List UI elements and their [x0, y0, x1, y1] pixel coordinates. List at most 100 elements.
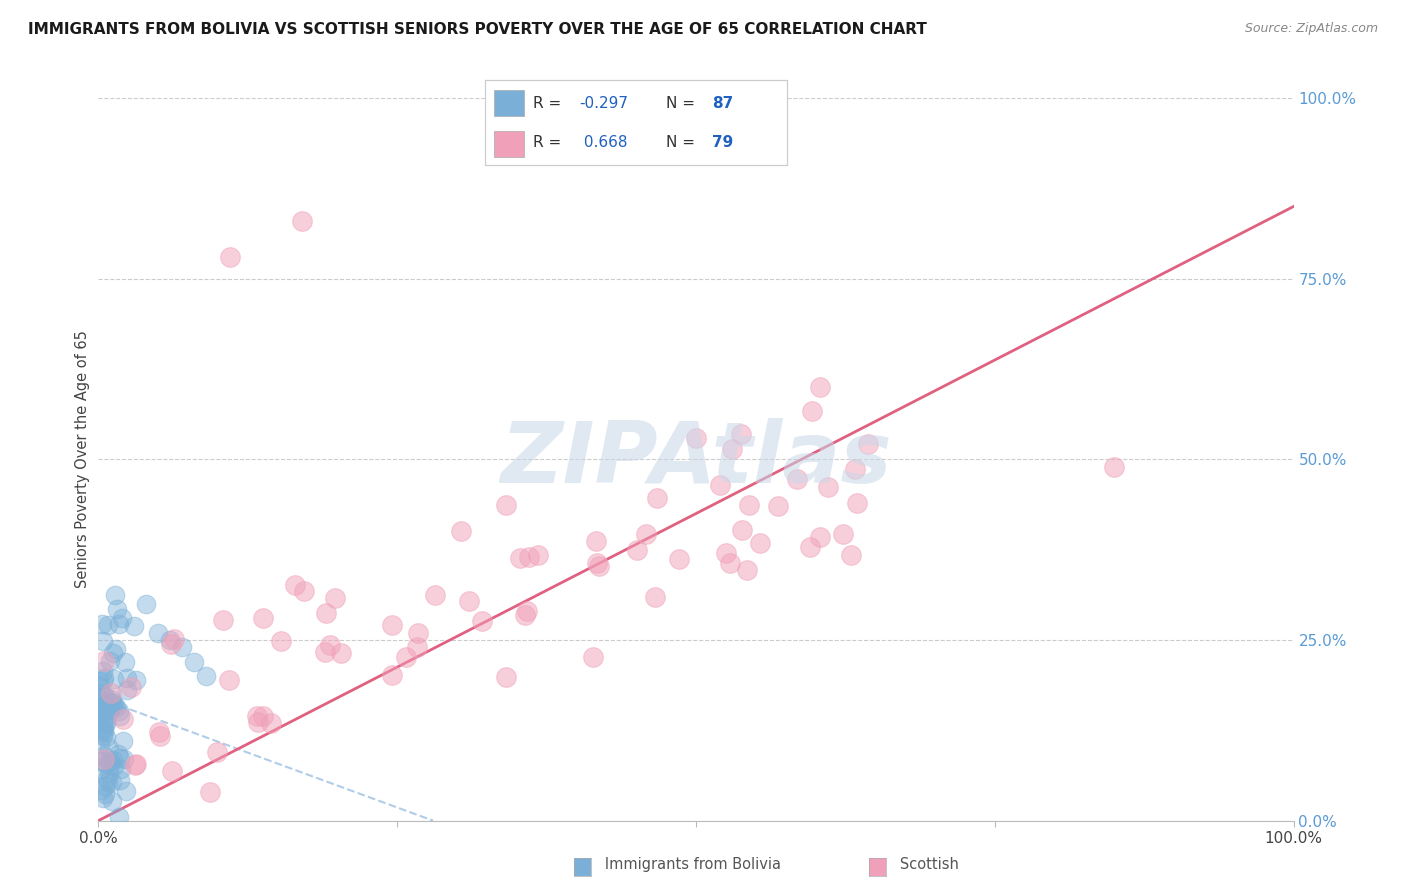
Point: [103, 759, 125, 773]
Point: [114, 655, 136, 669]
Point: [381, 668, 404, 682]
Point: [89, 716, 111, 731]
Point: [103, 646, 125, 660]
Point: [91, 664, 114, 678]
FancyBboxPatch shape: [494, 131, 524, 157]
Y-axis label: Seniors Poverty Over the Age of 65: Seniors Poverty Over the Age of 65: [75, 330, 90, 589]
Point: [800, 404, 823, 418]
Point: [149, 729, 172, 743]
Point: [103, 698, 125, 712]
Point: [89, 700, 111, 714]
Point: [115, 682, 138, 697]
Point: [103, 673, 125, 687]
Point: [96, 730, 118, 744]
Point: [495, 670, 517, 684]
Point: [87, 674, 110, 689]
Point: [97, 774, 120, 789]
Point: [94, 716, 117, 731]
Text: R =: R =: [533, 136, 567, 151]
Point: [100, 692, 122, 706]
Point: [471, 614, 494, 628]
Point: [90, 686, 112, 700]
Point: [93, 671, 115, 685]
Point: [517, 549, 540, 564]
Point: [330, 646, 353, 660]
Point: [87, 679, 110, 693]
Point: [96, 701, 118, 715]
Point: [246, 715, 269, 730]
Point: [89, 738, 111, 752]
Point: [90, 783, 112, 797]
Point: [101, 698, 124, 712]
Point: [96, 772, 118, 786]
Point: [394, 650, 416, 665]
Point: [636, 527, 658, 541]
Point: [96, 714, 118, 728]
Text: 87: 87: [711, 95, 733, 111]
Point: [252, 709, 274, 723]
Point: [96, 698, 118, 712]
Text: Source: ZipAtlas.com: Source: ZipAtlas.com: [1244, 22, 1378, 36]
Point: [112, 752, 135, 766]
Point: [90, 699, 112, 714]
Point: [100, 794, 122, 808]
Text: Scottish: Scottish: [886, 857, 959, 872]
Point: [98, 741, 121, 756]
Point: [97, 618, 120, 632]
Point: [207, 745, 229, 759]
Point: [120, 681, 142, 695]
Point: [91, 791, 114, 805]
Point: [738, 499, 761, 513]
Point: [94, 712, 117, 726]
Point: [93, 689, 115, 703]
Point: [582, 649, 605, 664]
Point: [89, 691, 111, 706]
Point: [292, 584, 315, 599]
Point: [104, 641, 127, 656]
Text: R =: R =: [533, 95, 567, 111]
Point: [94, 699, 117, 714]
Point: [380, 618, 402, 632]
Point: [527, 548, 550, 562]
Point: [112, 733, 135, 747]
Text: N =: N =: [666, 95, 700, 111]
Point: [91, 673, 114, 687]
Point: [406, 640, 429, 654]
Point: [125, 673, 148, 687]
Point: [219, 250, 242, 264]
Point: [845, 496, 868, 510]
Text: 79: 79: [711, 136, 733, 151]
Point: [89, 709, 111, 723]
Point: [90, 763, 112, 777]
Point: [104, 699, 127, 714]
Point: [101, 753, 124, 767]
Point: [108, 750, 131, 764]
Point: [135, 597, 157, 611]
Point: [585, 534, 607, 549]
Point: [318, 638, 340, 652]
Point: [93, 752, 115, 766]
Point: [786, 472, 808, 486]
Point: [252, 610, 274, 624]
Point: [96, 698, 118, 712]
Point: [115, 784, 138, 798]
Point: [588, 559, 610, 574]
Point: [808, 530, 831, 544]
Text: 0.668: 0.668: [579, 136, 627, 151]
Point: [124, 758, 146, 772]
Point: [110, 762, 132, 776]
Point: [94, 689, 117, 703]
Text: ZIPAtlas: ZIPAtlas: [501, 417, 891, 501]
Point: [831, 527, 853, 541]
Point: [91, 699, 114, 714]
Point: [159, 633, 181, 648]
Point: [93, 634, 115, 648]
Point: [314, 645, 336, 659]
Point: [721, 442, 744, 457]
Point: [735, 563, 758, 577]
Point: [748, 536, 770, 550]
Point: [101, 775, 124, 789]
Point: [246, 708, 269, 723]
Point: [839, 548, 862, 562]
Point: [90, 724, 112, 739]
